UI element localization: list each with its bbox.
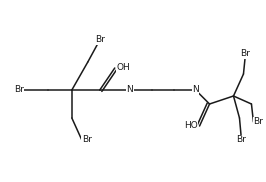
- Text: Br: Br: [95, 35, 105, 45]
- Text: Br: Br: [82, 136, 92, 145]
- Text: Br: Br: [253, 118, 263, 126]
- Text: HO: HO: [184, 122, 198, 130]
- Text: N: N: [192, 86, 199, 94]
- Text: OH: OH: [117, 64, 131, 72]
- Text: Br: Br: [240, 50, 250, 58]
- Text: N: N: [126, 86, 133, 94]
- Text: Br: Br: [14, 86, 24, 94]
- Text: Br: Br: [236, 136, 246, 145]
